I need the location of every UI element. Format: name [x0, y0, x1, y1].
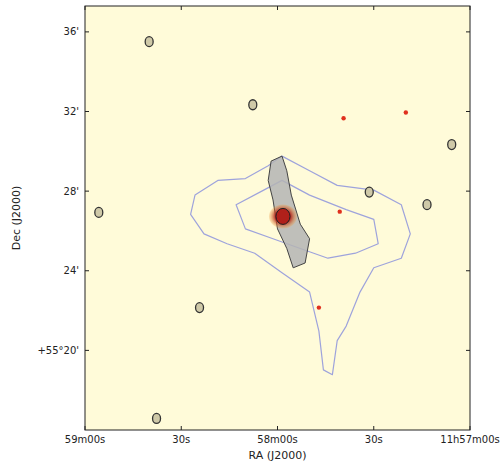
- x-tick-label: 30s: [172, 434, 190, 445]
- x-tick: [373, 6, 374, 10]
- x-tick-label: 11h57m00s: [440, 434, 499, 445]
- x-tick: [373, 426, 374, 430]
- source: [365, 187, 373, 197]
- source: [448, 140, 456, 150]
- x-axis-title: RA (J2000): [248, 449, 306, 462]
- x-tick-label: 59m00s: [65, 434, 105, 445]
- x-tick: [470, 426, 471, 430]
- sky-background: [85, 6, 470, 430]
- y-tick-label: 24': [64, 265, 79, 276]
- x-tick: [85, 6, 86, 10]
- galaxy-core: [276, 208, 290, 224]
- y-tick: [466, 350, 470, 351]
- x-tick: [277, 6, 278, 10]
- y-tick-label: 32': [64, 106, 79, 117]
- y-tick: [85, 270, 89, 271]
- source: [317, 305, 321, 309]
- x-tick-label: 58m00s: [257, 434, 297, 445]
- y-tick: [85, 350, 89, 351]
- y-tick-label: 28': [64, 186, 79, 197]
- y-tick: [85, 191, 89, 192]
- y-tick-label: 36': [64, 26, 79, 37]
- x-tick: [470, 6, 471, 10]
- radio-lobe: [268, 156, 309, 268]
- source: [338, 209, 342, 213]
- source: [196, 303, 204, 313]
- galaxy-halo: [269, 204, 297, 228]
- source: [249, 100, 257, 110]
- y-tick: [466, 31, 470, 32]
- y-tick: [85, 111, 89, 112]
- x-tick: [181, 426, 182, 430]
- y-tick-label: +55°20': [37, 345, 79, 356]
- plot-area: [95, 37, 456, 424]
- source: [95, 207, 103, 217]
- y-tick: [466, 111, 470, 112]
- y-tick: [85, 31, 89, 32]
- source: [404, 110, 408, 114]
- y-axis-title: Dec (J2000): [10, 186, 23, 251]
- y-tick: [466, 270, 470, 271]
- x-tick: [181, 6, 182, 10]
- plot-frame: [85, 6, 470, 430]
- source: [341, 116, 345, 120]
- x-tick-label: 30s: [365, 434, 383, 445]
- radio-contour: [191, 156, 411, 375]
- y-tick: [466, 191, 470, 192]
- x-tick: [85, 426, 86, 430]
- x-tick: [277, 426, 278, 430]
- source: [423, 200, 431, 210]
- source: [145, 37, 153, 47]
- source: [153, 413, 161, 423]
- figure: 59m00s 30s 58m00s 30s 11h57m00s +55°20' 24' 28'…: [0, 0, 503, 469]
